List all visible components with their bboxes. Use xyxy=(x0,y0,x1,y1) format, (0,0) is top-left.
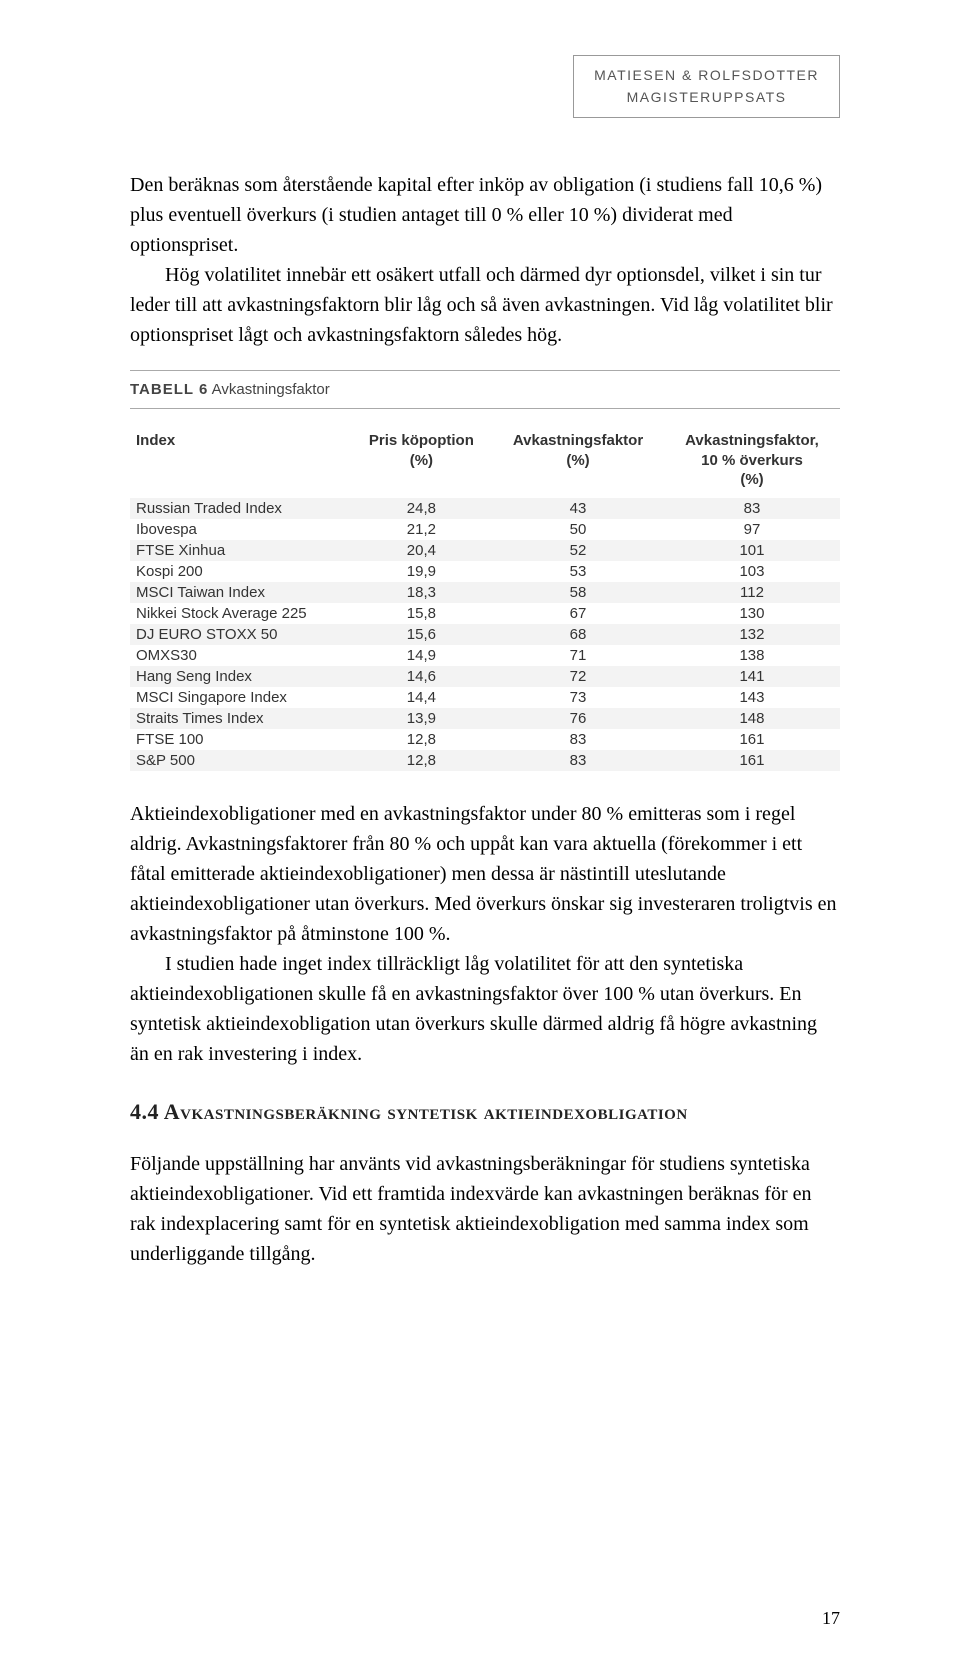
col-pris: Pris köpoption (%) xyxy=(351,427,492,498)
table-cell: 76 xyxy=(492,708,664,729)
table-cell: 132 xyxy=(664,624,840,645)
table-cell: Russian Traded Index xyxy=(130,498,351,519)
table-row: FTSE Xinhua20,452101 xyxy=(130,540,840,561)
table-cell: 67 xyxy=(492,603,664,624)
col-avk: Avkastningsfaktor (%) xyxy=(492,427,664,498)
table-cell: 21,2 xyxy=(351,519,492,540)
section-heading: 4.4 Avkastningsberäkning syntetisk aktie… xyxy=(130,1099,840,1125)
table-cell: 112 xyxy=(664,582,840,603)
table-cell: 58 xyxy=(492,582,664,603)
table-row: Kospi 20019,953103 xyxy=(130,561,840,582)
table-cell: 50 xyxy=(492,519,664,540)
paragraph-1: Den beräknas som återstående kapital eft… xyxy=(130,170,840,260)
table-cell: S&P 500 xyxy=(130,750,351,771)
table-cell: 161 xyxy=(664,729,840,750)
table-cell: 14,9 xyxy=(351,645,492,666)
table-row: Russian Traded Index24,84383 xyxy=(130,498,840,519)
table-cell: 53 xyxy=(492,561,664,582)
table-cell: 18,3 xyxy=(351,582,492,603)
table-cell: 161 xyxy=(664,750,840,771)
table-row: DJ EURO STOXX 5015,668132 xyxy=(130,624,840,645)
table-cell: 83 xyxy=(492,750,664,771)
table-cell: OMXS30 xyxy=(130,645,351,666)
page-number: 17 xyxy=(822,1608,840,1629)
table-cell: Hang Seng Index xyxy=(130,666,351,687)
table-cell: 141 xyxy=(664,666,840,687)
table-cell: Kospi 200 xyxy=(130,561,351,582)
table-cell: 101 xyxy=(664,540,840,561)
table-cell: 13,9 xyxy=(351,708,492,729)
table-cell: 148 xyxy=(664,708,840,729)
table-cell: 12,8 xyxy=(351,729,492,750)
table-cell: 73 xyxy=(492,687,664,708)
page-header-box: MATIESEN & ROLFSDOTTER MAGISTERUPPSATS xyxy=(573,55,840,118)
table-cell: 68 xyxy=(492,624,664,645)
table-row: Nikkei Stock Average 22515,867130 xyxy=(130,603,840,624)
table-row: Ibovespa21,25097 xyxy=(130,519,840,540)
table-cell: 14,4 xyxy=(351,687,492,708)
table-row: MSCI Singapore Index14,473143 xyxy=(130,687,840,708)
table-cell: MSCI Singapore Index xyxy=(130,687,351,708)
table-cell: 138 xyxy=(664,645,840,666)
table-cell: 43 xyxy=(492,498,664,519)
header-authors: MATIESEN & ROLFSDOTTER xyxy=(594,64,819,86)
table-cell: 130 xyxy=(664,603,840,624)
table-cell: 97 xyxy=(664,519,840,540)
table-row: FTSE 10012,883161 xyxy=(130,729,840,750)
table-cell: 12,8 xyxy=(351,750,492,771)
table-cell: 52 xyxy=(492,540,664,561)
paragraph-4: Följande uppställning har använts vid av… xyxy=(130,1149,840,1269)
paragraph-3b: I studien hade inget index tillräckligt … xyxy=(130,949,840,1069)
table-cell: 24,8 xyxy=(351,498,492,519)
table-cell: FTSE 100 xyxy=(130,729,351,750)
table-row: Straits Times Index13,976148 xyxy=(130,708,840,729)
table-cell: FTSE Xinhua xyxy=(130,540,351,561)
table-cell: 143 xyxy=(664,687,840,708)
table-row: MSCI Taiwan Index18,358112 xyxy=(130,582,840,603)
col-avk10: Avkastningsfaktor, 10 % överkurs (%) xyxy=(664,427,840,498)
table-row: Hang Seng Index14,672141 xyxy=(130,666,840,687)
table-title: Avkastningsfaktor xyxy=(212,381,330,398)
table-cell: 20,4 xyxy=(351,540,492,561)
header-subtitle: MAGISTERUPPSATS xyxy=(594,86,819,108)
table-cell: 14,6 xyxy=(351,666,492,687)
paragraph-3: Aktieindexobligationer med en avkastning… xyxy=(130,799,840,949)
table-cell: DJ EURO STOXX 50 xyxy=(130,624,351,645)
table-cell: 71 xyxy=(492,645,664,666)
table-header-row: Index Pris köpoption (%) Avkastningsfakt… xyxy=(130,427,840,498)
table-cell: 83 xyxy=(664,498,840,519)
table-cell: 72 xyxy=(492,666,664,687)
table-row: S&P 50012,883161 xyxy=(130,750,840,771)
table-cell: Ibovespa xyxy=(130,519,351,540)
paragraph-2: Hög volatilitet innebär ett osäkert utfa… xyxy=(130,260,840,350)
table-cell: 103 xyxy=(664,561,840,582)
col-index: Index xyxy=(130,427,351,498)
table-cell: 15,8 xyxy=(351,603,492,624)
table-cell: 83 xyxy=(492,729,664,750)
table-label: TABELL 6 xyxy=(130,381,208,398)
table-cell: MSCI Taiwan Index xyxy=(130,582,351,603)
table-row: OMXS3014,971138 xyxy=(130,645,840,666)
table-caption: TABELL 6 Avkastningsfaktor xyxy=(130,370,840,409)
avkastningsfaktor-table: Index Pris köpoption (%) Avkastningsfakt… xyxy=(130,427,840,771)
table-cell: Nikkei Stock Average 225 xyxy=(130,603,351,624)
table-cell: Straits Times Index xyxy=(130,708,351,729)
table-cell: 19,9 xyxy=(351,561,492,582)
table-cell: 15,6 xyxy=(351,624,492,645)
